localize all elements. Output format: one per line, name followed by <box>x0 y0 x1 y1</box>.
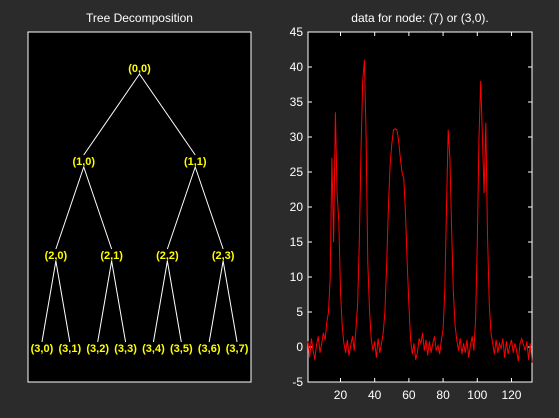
tree-edge <box>97 260 113 343</box>
tree-node-label[interactable]: (2,2) <box>156 250 179 262</box>
tree-edge <box>83 73 140 156</box>
tree-node-label[interactable]: (2,1) <box>100 250 123 262</box>
tree-node-label[interactable]: (2,3) <box>212 250 235 262</box>
tree-node-label[interactable]: (3,2) <box>86 343 109 355</box>
tree-edge <box>41 260 57 343</box>
tree-edge <box>111 260 127 343</box>
tree-node-label[interactable]: (3,7) <box>226 343 249 355</box>
tree-node-label[interactable]: (3,1) <box>59 343 82 355</box>
tree-edge <box>222 260 238 343</box>
tree-node-label[interactable]: (3,4) <box>142 343 165 355</box>
tree-edge <box>55 166 85 250</box>
tree-edge <box>208 260 224 343</box>
tree-edge <box>166 166 196 250</box>
tree-edge <box>166 260 182 343</box>
tree-node-label[interactable]: (3,0) <box>31 343 54 355</box>
tree-edge <box>194 166 224 250</box>
tree-panel-title: Tree Decomposition <box>86 11 193 25</box>
data-panel-title: data for node: (7) or (3,0). <box>351 11 489 25</box>
tree-node-label[interactable]: (2,0) <box>45 250 68 262</box>
tree-node-label[interactable]: (3,5) <box>170 343 193 355</box>
tree-node-label[interactable]: (1,0) <box>72 156 95 168</box>
tree-nodes: (0,0) (1,0) (1,1) (2,0) (2,1) (2,2) (2,3) (3,0)… <box>31 63 249 355</box>
tree-edge <box>152 260 168 343</box>
tree-axes-background <box>27 31 252 383</box>
tree-node-label[interactable]: (1,1) <box>184 156 207 168</box>
tree-edge <box>83 166 113 250</box>
tree-edge <box>55 260 71 343</box>
tree-edge <box>139 73 196 156</box>
tree-node-label[interactable]: (3,3) <box>114 343 137 355</box>
tree-node-label[interactable]: (3,6) <box>198 343 221 355</box>
tree-node-label[interactable]: (0,0) <box>128 63 151 75</box>
tree-edges <box>41 73 238 343</box>
